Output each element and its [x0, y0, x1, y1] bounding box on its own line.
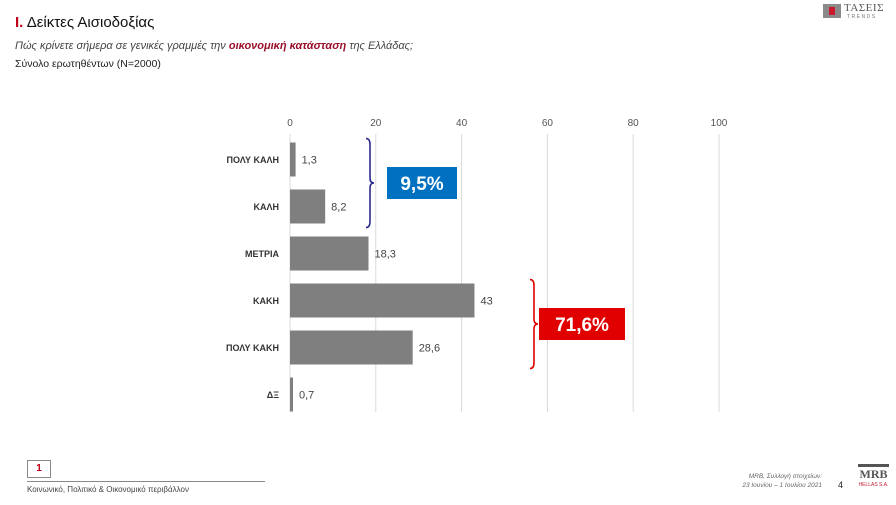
page-number: 4	[838, 480, 844, 490]
bar	[290, 236, 369, 271]
bracket	[365, 137, 375, 229]
value-label: 18,3	[375, 249, 396, 261]
logo-mark-icon	[823, 4, 841, 18]
bar	[290, 330, 413, 365]
annotation-box	[539, 308, 625, 340]
x-tick-label: 60	[542, 118, 554, 129]
category-label: ΚΑΛΗ	[253, 202, 279, 212]
section-label: Κοινωνικό, Πολιτικό & Οικονομικό περιβάλ…	[27, 485, 189, 494]
value-label: 1,3	[302, 155, 317, 167]
bar	[290, 189, 326, 224]
annotation-label: 71,6%	[555, 315, 609, 336]
bar	[290, 142, 296, 177]
value-label: 8,2	[331, 202, 346, 214]
annotation-label: 9,5%	[400, 174, 443, 195]
logo-sub: TRENDS	[847, 14, 877, 20]
x-tick-label: 20	[370, 118, 382, 129]
taseis-logo: ΤΑΣΕΙΣ TRENDS	[823, 2, 889, 20]
x-tick-label: 0	[287, 118, 293, 129]
mrb-logo-text: MRB	[858, 464, 889, 482]
x-tick-label: 80	[628, 118, 640, 129]
base-text: Σύνολο ερωτηθέντων (Ν=2000)	[15, 58, 161, 70]
question-pre: Πώς κρίνετε σήμερα σε γενικές γραμμές τη…	[15, 40, 229, 52]
question-post: της Ελλάδας;	[346, 40, 414, 52]
source-line-1: MRB, Συλλογή στοιχείων:	[748, 473, 822, 480]
section-roman: Ι.	[15, 14, 24, 31]
category-label: ΠΟΛΥ ΚΑΛΗ	[227, 155, 279, 165]
bar	[290, 283, 475, 318]
source-line-2: 23 Ιουνίου – 1 Ιουλίου 2021	[742, 482, 822, 489]
mrb-logo: MRB HELLAS S.A.	[858, 464, 890, 492]
category-label: ΔΞ	[267, 390, 279, 400]
value-label: 0,7	[299, 390, 314, 402]
x-tick-label: 100	[711, 118, 728, 129]
category-label: ΚΑΚΗ	[253, 296, 279, 306]
question-highlight: οικονομική κατάσταση	[228, 40, 347, 52]
logo-name: ΤΑΣΕΙΣ	[844, 2, 884, 14]
bar	[290, 377, 294, 412]
footer-divider	[27, 481, 265, 482]
source-note: MRB, Συλλογή στοιχείων: 23 Ιουνίου – 1 Ι…	[700, 472, 822, 490]
section-number: 1	[27, 460, 51, 478]
x-tick-label: 40	[456, 118, 468, 129]
question-text: Πώς κρίνετε σήμερα σε γενικές γραμμές τη…	[15, 40, 413, 52]
category-label: ΠΟΛΥ ΚΑΚΗ	[226, 343, 279, 353]
annotation-box	[387, 167, 457, 199]
page-title: Ι. Δείκτες Αισιοδοξίας	[15, 14, 154, 31]
title-text: Δείκτες Αισιοδοξίας	[26, 14, 155, 31]
bracket	[529, 278, 539, 370]
value-label: 43	[480, 296, 492, 308]
category-label: ΜΕΤΡΙΑ	[245, 249, 280, 259]
value-label: 28,6	[419, 343, 440, 355]
mrb-logo-sub: HELLAS S.A.	[858, 482, 889, 488]
